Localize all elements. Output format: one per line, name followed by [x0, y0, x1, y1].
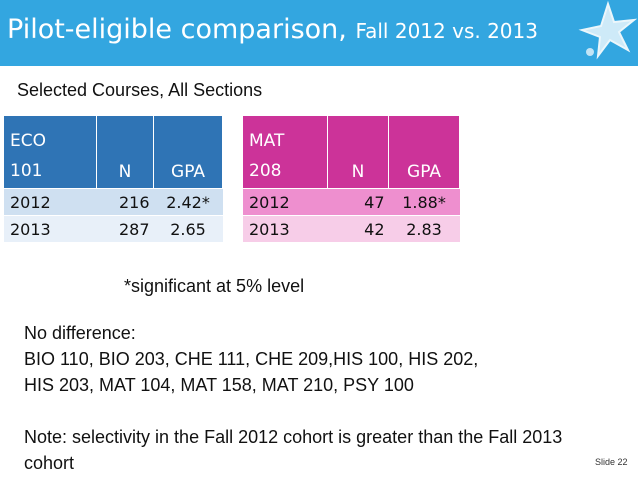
slide-title-main: Pilot-eligible comparison, [7, 14, 356, 45]
title-bar: Pilot-eligible comparison, Fall 2012 vs.… [0, 0, 638, 66]
selectivity-note: Note: selectivity in the Fall 2012 cohor… [24, 427, 563, 473]
n-cell: 216 [96, 188, 154, 216]
slide-number: Slide 22 [595, 457, 628, 467]
n-header: N [96, 116, 154, 189]
no-difference-courses-line1: BIO 110, BIO 203, CHE 111, CHE 209,HIS 1… [24, 349, 479, 369]
course-header: ECO 101 [4, 116, 97, 189]
no-difference-courses-line2: HIS 203, MAT 104, MAT 158, MAT 210, PSY … [24, 375, 414, 395]
eco-101-table: ECO 101 N GPA 2012 216 2.42* 2013 287 2.… [4, 116, 223, 242]
star-logo-icon [578, 0, 638, 60]
gpa-cell: 2.65 [153, 215, 223, 242]
table-row: 2013 42 2.83 [243, 215, 460, 242]
no-difference-block: No difference: BIO 110, BIO 203, CHE 111… [24, 320, 478, 398]
significance-footnote: *significant at 5% level [124, 276, 305, 296]
gpa-cell: 1.88* [388, 188, 460, 216]
slide-title-sub: Fall 2012 vs. 2013 [355, 19, 538, 43]
slide-title: Pilot-eligible comparison, Fall 2012 vs.… [7, 14, 538, 45]
table-row: 2013 287 2.65 [4, 215, 223, 242]
year-cell: 2012 [4, 188, 97, 216]
course-header: MAT 208 [243, 116, 328, 189]
table-row: 2012 216 2.42* [4, 188, 223, 216]
course-code: ECO [10, 131, 46, 151]
course-number: 208 [249, 161, 282, 181]
year-cell: 2012 [243, 188, 328, 216]
gpa-cell: 2.42* [153, 188, 223, 216]
gpa-cell: 2.83 [388, 215, 460, 242]
subtitle: Selected Courses, All Sections [17, 80, 263, 100]
year-cell: 2013 [4, 215, 97, 242]
n-cell: 287 [96, 215, 154, 242]
mat-208-table: MAT 208 N GPA 2012 47 1.88* 2013 42 2.83 [243, 116, 460, 242]
table-header-row: MAT 208 N GPA [243, 116, 460, 189]
n-header: N [327, 116, 389, 189]
no-difference-heading: No difference: [24, 323, 136, 343]
n-cell: 47 [327, 188, 389, 216]
table-header-row: ECO 101 N GPA [4, 116, 223, 189]
gpa-header: GPA [153, 116, 223, 189]
year-cell: 2013 [243, 215, 328, 242]
n-cell: 42 [327, 215, 389, 242]
gpa-header: GPA [388, 116, 460, 189]
table-row: 2012 47 1.88* [243, 188, 460, 216]
course-number: 101 [10, 161, 43, 181]
course-code: MAT [249, 131, 285, 151]
